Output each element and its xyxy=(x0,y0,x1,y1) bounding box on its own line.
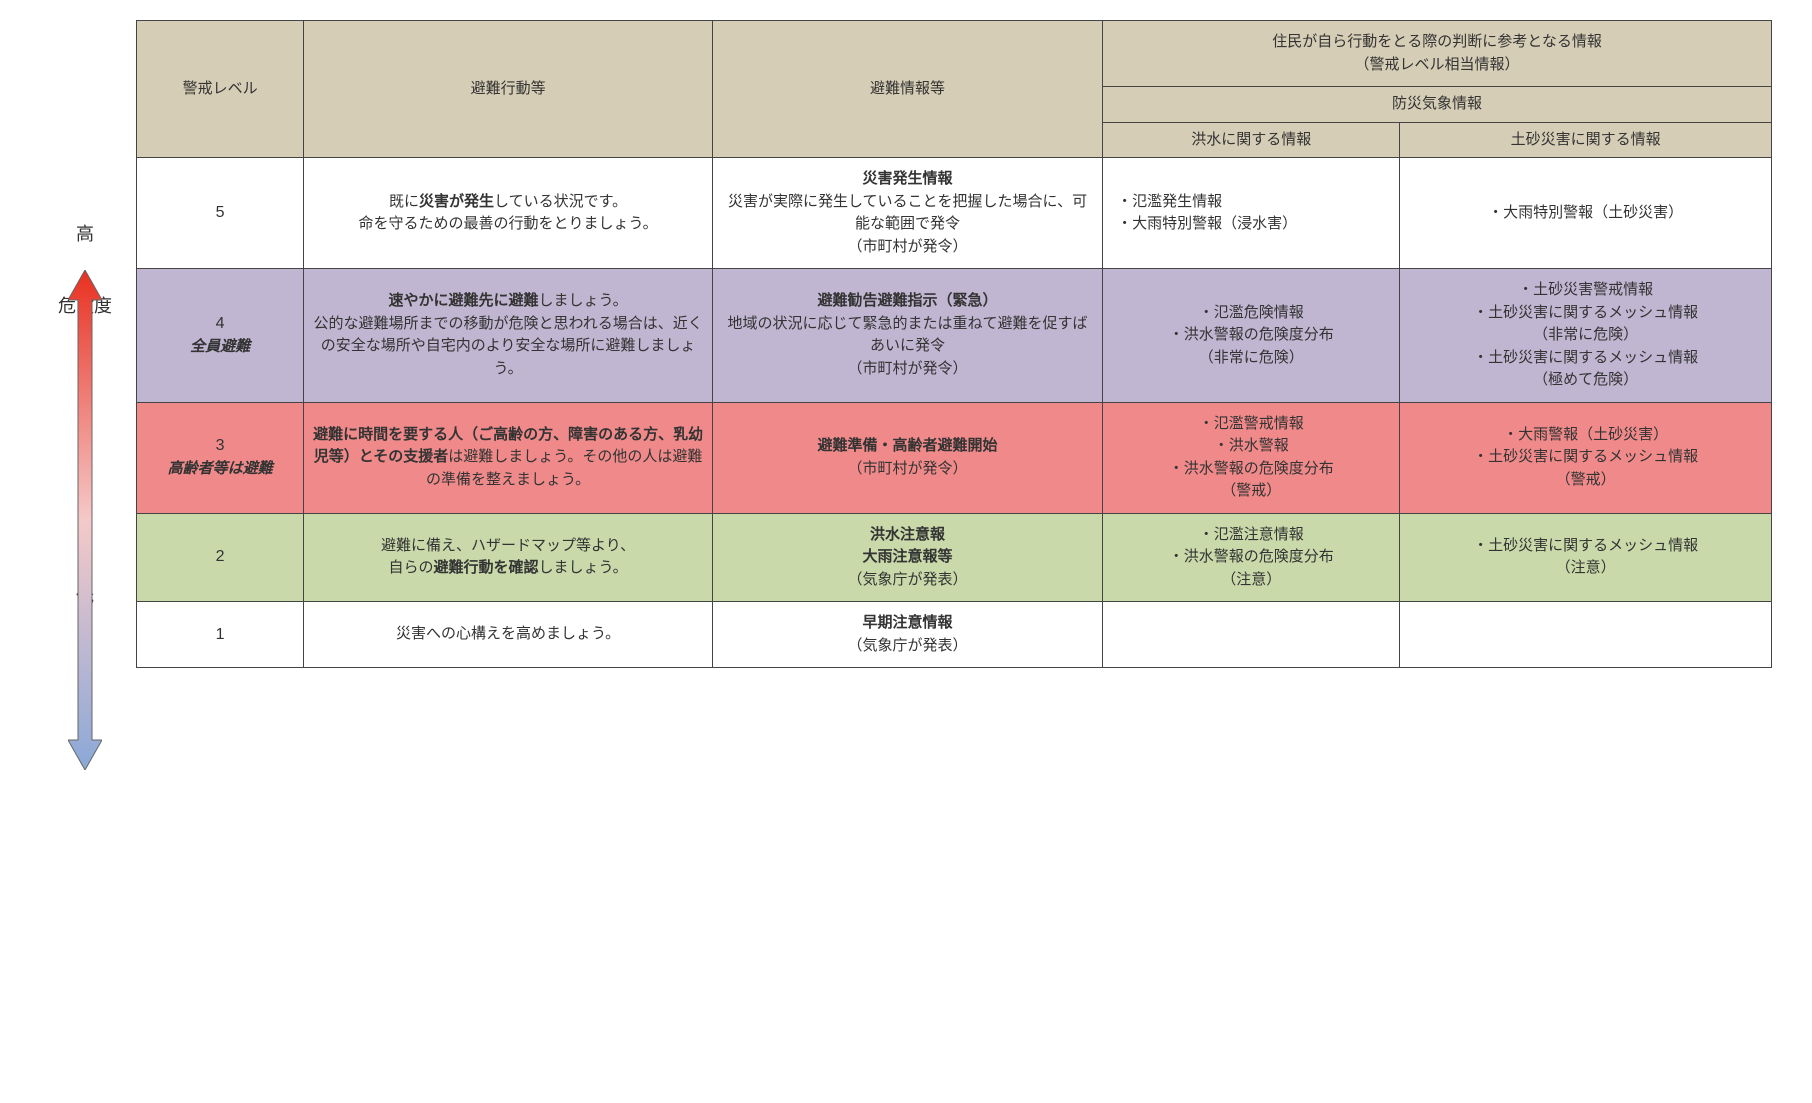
flood-cell-4: ・氾濫危険情報・洪水警報の危険度分布（非常に危険） xyxy=(1103,269,1400,403)
info-text: 地域の状況に応じて緊急的または重ねて避難を促すばあいに発令（市町村が発令） xyxy=(721,313,1094,381)
flood-cell-1 xyxy=(1103,602,1400,668)
info-cell-5: 災害発生情報 災害が実際に発生していることを把握した場合に、可能な範囲で発令（市… xyxy=(712,158,1102,269)
flood-cell-3: ・氾濫警戒情報・洪水警報・洪水警報の危険度分布（警戒） xyxy=(1103,402,1400,513)
flood-cell-5: ・氾濫発生情報・大雨特別警報（浸水害） xyxy=(1103,158,1400,269)
header-flood-info: 洪水に関する情報 xyxy=(1103,122,1400,158)
land-cell-1 xyxy=(1400,602,1772,668)
level-cell-2: 2 xyxy=(137,513,304,602)
table-row-level3: 3 高齢者等は避難 避難に時間を要する人（ご高齢の方、障害のある方、乳幼児等）と… xyxy=(137,402,1772,513)
header-reference-line1: 住民が自ら行動をとる際の判断に参考となる情報 xyxy=(1111,31,1763,54)
land-cell-5: ・大雨特別警報（土砂災害） xyxy=(1400,158,1772,269)
info-title: 洪水注意報大雨注意報等 xyxy=(721,524,1094,569)
header-evac-info: 避難情報等 xyxy=(712,21,1102,158)
action-cell-2: 避難に備え、ハザードマップ等より、自らの避難行動を確認しましょう。 xyxy=(304,513,713,602)
land-cell-2: ・土砂災害に関するメッシュ情報（注意） xyxy=(1400,513,1772,602)
land-cell-4: ・土砂災害警戒情報・土砂災害に関するメッシュ情報（非常に危険）・土砂災害に関する… xyxy=(1400,269,1772,403)
info-title: 避難準備・高齢者避難開始 xyxy=(721,435,1094,458)
risk-gradient-arrow xyxy=(68,270,102,770)
action-pre: 既に xyxy=(389,193,419,210)
info-text: （気象庁が発表） xyxy=(721,569,1094,592)
action-cell-3: 避難に時間を要する人（ご高齢の方、障害のある方、乳幼児等）とその支援者は避難しま… xyxy=(304,402,713,513)
level-number: 5 xyxy=(216,204,225,221)
level-number: 3 xyxy=(145,434,295,458)
action-bold: 避難行動を確認 xyxy=(434,559,539,576)
info-text: 災害が実際に発生していることを把握した場合に、可能な範囲で発令（市町村が発令） xyxy=(721,191,1094,259)
header-weather-info: 防災気象情報 xyxy=(1103,87,1772,123)
action-cell-4: 速やかに避難先に避難しましょう。公的な避難場所までの移動が危険と思われる場合は、… xyxy=(304,269,713,403)
action-cell-1: 災害への心構えを高めましょう。 xyxy=(304,602,713,668)
land-cell-3: ・大雨警報（土砂災害）・土砂災害に関するメッシュ情報（警戒） xyxy=(1400,402,1772,513)
action-post: は避難しましょう。その他の人は避難の準備を整えましょう。 xyxy=(426,448,702,488)
action-cell-5: 既に災害が発生している状況です。命を守るための最善の行動をとりましょう。 xyxy=(304,158,713,269)
level-label: 高齢者等は避難 xyxy=(145,458,295,481)
table-row-level1: 1 災害への心構えを高めましょう。 早期注意情報 （気象庁が発表） xyxy=(137,602,1772,668)
table-header: 警戒レベル 避難行動等 避難情報等 住民が自ら行動をとる際の判断に参考となる情報… xyxy=(137,21,1772,158)
header-landslide-info: 土砂災害に関する情報 xyxy=(1400,122,1772,158)
header-reference-line2: （警戒レベル相当情報） xyxy=(1111,54,1763,77)
table-row-level5: 5 既に災害が発生している状況です。命を守るための最善の行動をとりましょう。 災… xyxy=(137,158,1772,269)
info-cell-1: 早期注意情報 （気象庁が発表） xyxy=(712,602,1102,668)
info-title: 災害発生情報 xyxy=(721,168,1094,191)
table-body: 5 既に災害が発生している状況です。命を守るための最善の行動をとりましょう。 災… xyxy=(137,158,1772,668)
level-number: 2 xyxy=(216,548,225,565)
level-cell-5: 5 xyxy=(137,158,304,269)
info-cell-2: 洪水注意報大雨注意報等 （気象庁が発表） xyxy=(712,513,1102,602)
info-text: （市町村が発令） xyxy=(721,458,1094,481)
level-number: 1 xyxy=(216,626,225,643)
info-cell-3: 避難準備・高齢者避難開始 （市町村が発令） xyxy=(712,402,1102,513)
table-row-level4: 4 全員避難 速やかに避難先に避難しましょう。公的な避難場所までの移動が危険と思… xyxy=(137,269,1772,403)
level-cell-3: 3 高齢者等は避難 xyxy=(137,402,304,513)
risk-axis: 高 危険度 低 xyxy=(40,20,130,668)
action-bold: 速やかに避難先に避難 xyxy=(389,292,539,309)
axis-high-label: 高 xyxy=(76,220,94,246)
info-title: 早期注意情報 xyxy=(721,612,1094,635)
level-label: 全員避難 xyxy=(145,336,295,359)
header-reference-info: 住民が自ら行動をとる際の判断に参考となる情報 （警戒レベル相当情報） xyxy=(1103,21,1772,87)
level-cell-1: 1 xyxy=(137,602,304,668)
action-post: しましょう。 xyxy=(539,559,628,576)
info-text: （気象庁が発表） xyxy=(721,635,1094,658)
flood-cell-2: ・氾濫注意情報・洪水警報の危険度分布（注意） xyxy=(1103,513,1400,602)
header-alert-level: 警戒レベル xyxy=(137,21,304,158)
alert-level-table: 警戒レベル 避難行動等 避難情報等 住民が自ら行動をとる際の判断に参考となる情報… xyxy=(136,20,1772,668)
info-cell-4: 避難勧告避難指示（緊急） 地域の状況に応じて緊急的または重ねて避難を促すばあいに… xyxy=(712,269,1102,403)
info-title: 避難勧告避難指示（緊急） xyxy=(721,290,1094,313)
level-number: 4 xyxy=(145,312,295,336)
table-row-level2: 2 避難に備え、ハザードマップ等より、自らの避難行動を確認しましょう。 洪水注意… xyxy=(137,513,1772,602)
page-wrap: 高 危険度 低 警戒レベル 避難行動等 避難情報等 住民が自ら xyxy=(40,20,1772,668)
level-cell-4: 4 全員避難 xyxy=(137,269,304,403)
action-bold: 災害が発生 xyxy=(419,193,494,210)
header-evac-action: 避難行動等 xyxy=(304,21,713,158)
